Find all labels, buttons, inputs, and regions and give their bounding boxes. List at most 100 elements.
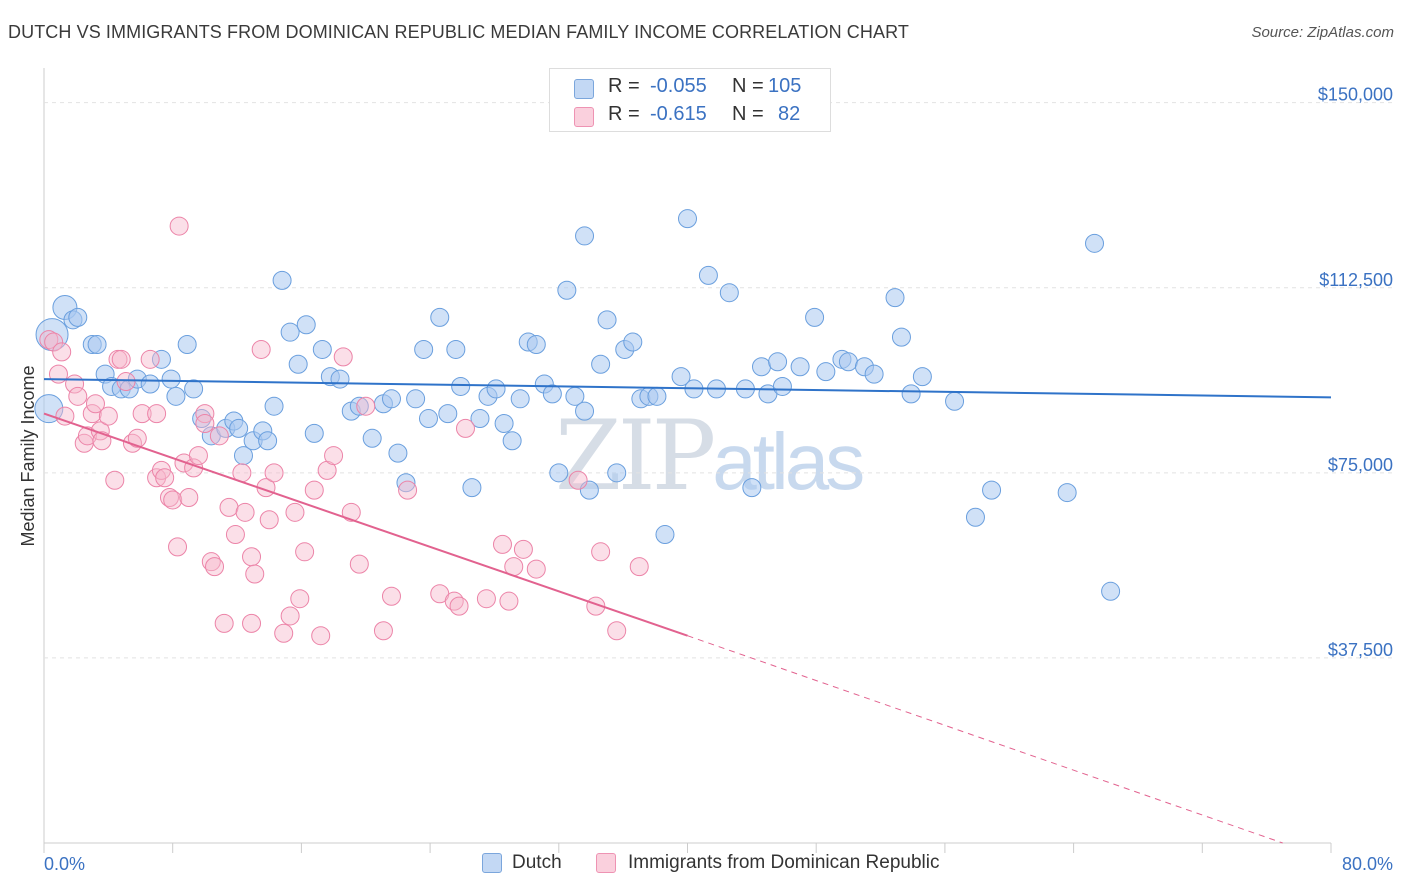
dominican-point [92,431,112,451]
dutch-point [166,386,186,406]
dominican-point [324,446,344,466]
dutch-point [591,354,611,374]
y-tick-label: $150,000 [1318,85,1393,105]
dutch-point [330,369,350,389]
dominican-trend-extension [687,635,1283,844]
dominican-point [155,468,175,488]
dominican-point [591,542,611,562]
dutch-point [912,367,932,387]
dominican-point [201,552,221,572]
dominican-point [140,349,160,369]
dominican-point [209,426,229,446]
dominican-point [245,564,265,584]
dominican-point [159,488,179,508]
dutch-point [486,379,506,399]
dominican-point [333,347,353,367]
dutch-point [192,409,212,429]
bottom-legend-swatch-dominican [596,853,616,873]
dominican-point [195,404,215,424]
dutch-point [304,423,324,443]
dominican-point [290,589,310,609]
dutch-point [772,376,792,396]
watermark-atlas: atlas [712,417,865,506]
dutch-point [87,335,107,355]
dominican-point [77,426,97,446]
dutch-point [768,352,788,372]
legend-row-dutch: R = -0.055 N = 105 [550,73,830,101]
dutch-point [1101,581,1121,601]
dominican-point [349,554,369,574]
x-tick-label: 80.0% [1342,854,1393,874]
dominican-point [169,216,189,236]
dutch-point [418,409,438,429]
dominican-trend-line [43,412,688,637]
dominican-point [492,534,512,554]
dominican-point [225,525,245,545]
dutch-point [406,389,426,409]
dominican-point [629,557,649,577]
dutch-point [623,332,643,352]
legend-r-value: -0.055 [650,75,707,97]
dutch-point [575,401,595,421]
dutch-point [1057,483,1077,503]
bottom-legend-swatch-dutch [482,853,502,873]
dutch-point [597,310,617,330]
dutch-point [296,315,316,335]
chart-title: DUTCH VS IMMIGRANTS FROM DOMINICAN REPUB… [8,22,909,42]
dutch-point [864,364,884,384]
dominican-point [235,502,255,522]
dominican-point [356,396,376,416]
dominican-point [341,502,361,522]
dutch-point [288,354,308,374]
dominican-point [242,613,262,633]
dutch-point [470,409,490,429]
dominican-point [526,559,546,579]
dutch-point [510,389,530,409]
dominican-point [219,497,239,517]
legend-box: R = -0.055 N = 105 R = -0.615 N = 82 [549,68,831,132]
dominican-point [44,332,64,352]
dutch-point [607,463,627,483]
dutch-point [264,396,284,416]
dutch-point [438,404,458,424]
dutch-point [719,283,739,303]
dominican-point [295,542,315,562]
dominican-point [242,547,262,567]
legend-r-value: -0.615 [650,103,707,125]
dominican-point [285,502,305,522]
dominican-point [48,364,68,384]
dutch-point [742,478,762,498]
dutch-point [280,322,300,342]
dominican-point [251,339,271,359]
dutch-point [557,280,577,300]
dominican-point [274,623,294,643]
dutch-point [698,265,718,285]
dutch-point [647,386,667,406]
legend-r-label: R = [608,75,640,97]
dominican-point [264,463,284,483]
dominican-point [105,470,125,490]
dutch-point [901,384,921,404]
dominican-point [304,480,324,500]
dutch-point [816,362,836,382]
dominican-point [168,537,188,557]
source-label: Source: ZipAtlas.com [1251,24,1394,41]
dominican-point [398,480,418,500]
dutch-point [446,339,466,359]
dominican-point [132,404,152,424]
dutch-point [233,446,253,466]
dutch-point [790,357,810,377]
dominican-point [163,490,183,510]
dominican-point [373,621,393,641]
dutch-point [388,443,408,463]
dominican-point [179,488,199,508]
dominican-point [55,406,75,426]
dutch-point [549,463,569,483]
dominican-point [111,349,131,369]
dutch-point [945,391,965,411]
dominican-point [147,404,167,424]
dominican-point [381,586,401,606]
dutch-point [805,307,825,327]
dutch-point [349,396,369,416]
